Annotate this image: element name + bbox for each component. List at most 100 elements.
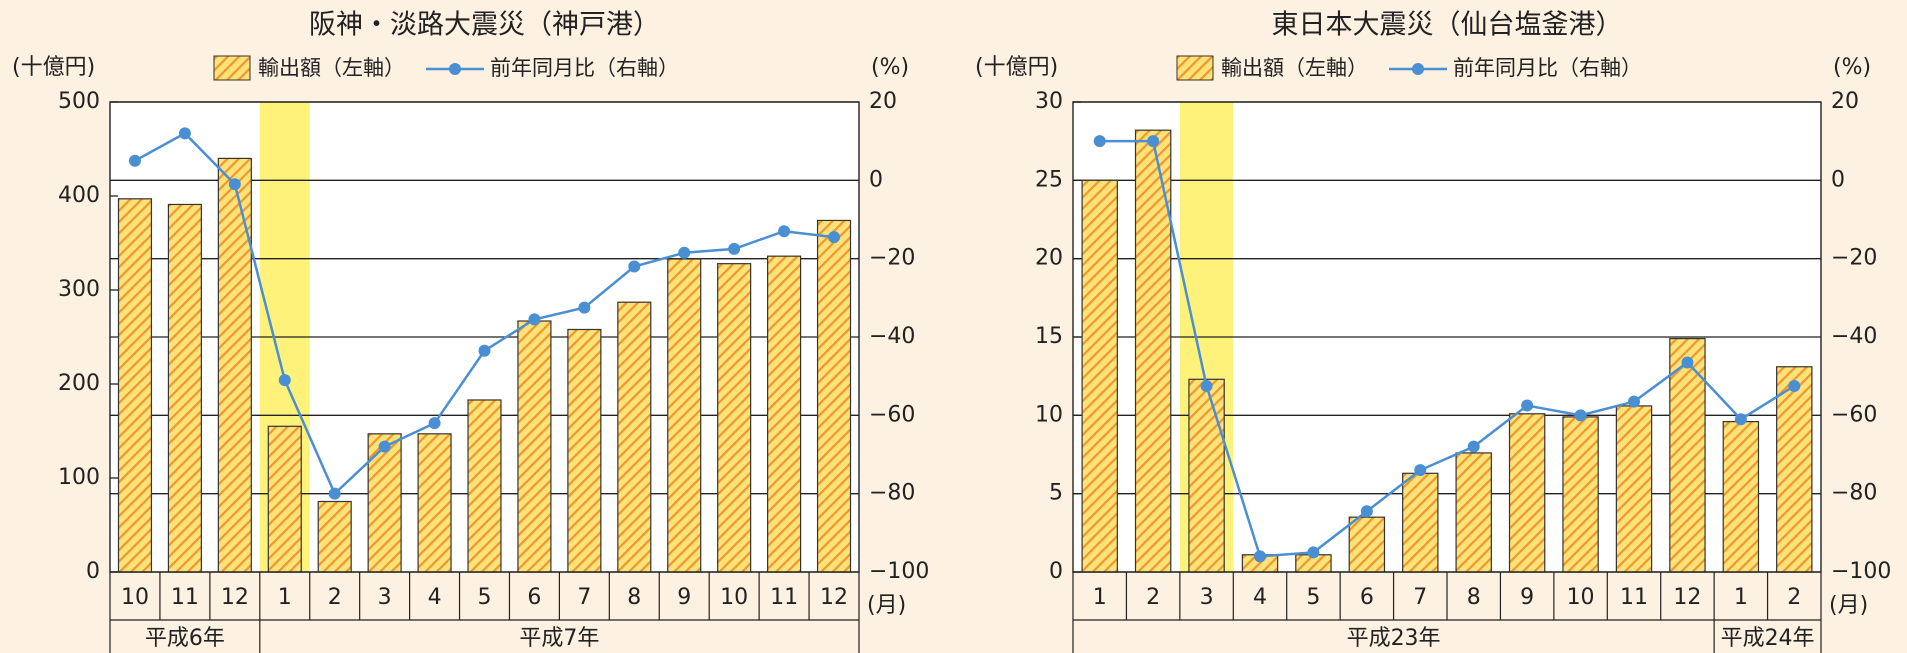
bar (567, 328, 602, 573)
x-tick-label: 12 (820, 585, 848, 610)
x-tick-label: 6 (1360, 585, 1374, 610)
line-point (128, 154, 141, 167)
x-axis-label: (月) (1829, 593, 1868, 618)
line-point (728, 242, 741, 255)
x-tick-label: 2 (1146, 585, 1160, 610)
line-point (1574, 409, 1587, 422)
group-label: 平成6年 (145, 626, 225, 651)
bar (1402, 472, 1439, 573)
y-tick-label: 20 (1035, 246, 1063, 271)
y2-tick-label: 0 (1831, 167, 1845, 192)
line (1099, 139, 1795, 558)
y-tick-label: 15 (1035, 324, 1063, 349)
line-point (1681, 356, 1694, 369)
legend-swatch (213, 55, 251, 81)
bar (1455, 452, 1492, 573)
line-point (1734, 413, 1747, 426)
line-point (228, 178, 241, 191)
x-tick-label: 11 (171, 585, 199, 610)
line-point (678, 246, 691, 259)
line-point (178, 127, 191, 140)
x-tick-label: 10 (1567, 585, 1595, 610)
x-tick-label: 8 (1467, 585, 1481, 610)
x-tick-label: 1 (1093, 585, 1107, 610)
line-point (778, 225, 791, 238)
y2-tick-label: 0 (869, 167, 883, 192)
x-tick-label: 12 (1673, 585, 1701, 610)
line-point (1254, 550, 1266, 563)
x-tick-label: 9 (1520, 585, 1534, 610)
bar (1081, 179, 1118, 573)
y2-tick-label: 20 (1831, 89, 1859, 114)
line-point (1307, 546, 1320, 559)
line-point (1521, 399, 1534, 412)
x-tick-label: 2 (1787, 585, 1801, 610)
x-tick-label: 5 (1306, 585, 1320, 610)
y2-tick-label: 20 (869, 89, 897, 114)
line-point (1093, 135, 1106, 148)
y2-tick-label: −20 (1831, 246, 1877, 271)
legend-swatch (1176, 55, 1214, 81)
x-tick-label: 10 (121, 585, 149, 610)
y-tick-label: 200 (58, 371, 100, 396)
chart-title: 東日本大震災（仙台塩釜港） (1272, 10, 1623, 41)
y-tick-label: 0 (1049, 559, 1063, 584)
line-point (528, 313, 541, 326)
x-tick-label: 3 (1200, 585, 1214, 610)
bar (667, 258, 702, 573)
y2-tick-label: −80 (1831, 481, 1877, 506)
line-point (278, 374, 291, 387)
bar (117, 198, 153, 573)
y2-tick-label: −40 (869, 324, 915, 349)
bar (1508, 413, 1546, 573)
x-tick-label: 8 (627, 585, 641, 610)
x-tick-label: 11 (770, 585, 798, 610)
x-tick-label: 11 (1620, 585, 1648, 610)
x-tick-label: 12 (221, 585, 249, 610)
y2-tick-label: −100 (869, 559, 929, 584)
line-point (1200, 379, 1213, 392)
bar (1134, 129, 1172, 573)
bar (816, 219, 852, 573)
y-tick-label: 500 (58, 89, 100, 114)
chart-title: 阪神・淡路大震災（神戸港） (309, 10, 660, 41)
x-tick-label: 4 (428, 585, 442, 610)
x-tick-label: 6 (527, 585, 541, 610)
bar (167, 203, 202, 573)
y-tick-label: 30 (1035, 89, 1063, 114)
line-point (1788, 379, 1801, 392)
line-point (428, 417, 441, 430)
group-label: 平成7年 (519, 626, 599, 651)
legend-label: 前年同月比（右軸） (490, 56, 679, 80)
bar (767, 255, 802, 573)
y2-axis-label: (%) (871, 55, 909, 80)
y2-tick-label: −60 (869, 402, 915, 427)
bar (1348, 516, 1386, 573)
x-tick-label: 7 (1413, 585, 1427, 610)
line-point (1467, 440, 1480, 453)
bar (1776, 366, 1813, 573)
bar (317, 500, 352, 573)
y2-tick-label: −100 (1831, 559, 1891, 584)
bar (417, 433, 452, 573)
group-label: 平成24年 (1721, 626, 1815, 651)
y2-tick-label: −40 (1831, 324, 1877, 349)
x-tick-label: 2 (328, 585, 342, 610)
x-axis-label: (月) (867, 593, 906, 618)
bar (467, 399, 502, 573)
y-tick-label: 100 (58, 465, 100, 490)
y2-axis-label: (%) (1833, 55, 1871, 80)
line-point (828, 231, 841, 244)
line-point (1360, 505, 1373, 518)
bar (517, 320, 552, 573)
y-tick-label: 5 (1049, 481, 1063, 506)
plot-frame (109, 101, 860, 573)
line-point (1628, 395, 1640, 408)
y-tick-label: 400 (58, 183, 100, 208)
y-tick-label: 10 (1035, 402, 1063, 427)
x-tick-label: 7 (577, 585, 591, 610)
x-tick-label: 4 (1253, 585, 1267, 610)
x-tick-label: 10 (720, 585, 748, 610)
line-point (1414, 464, 1427, 477)
y2-tick-label: −80 (869, 481, 915, 506)
